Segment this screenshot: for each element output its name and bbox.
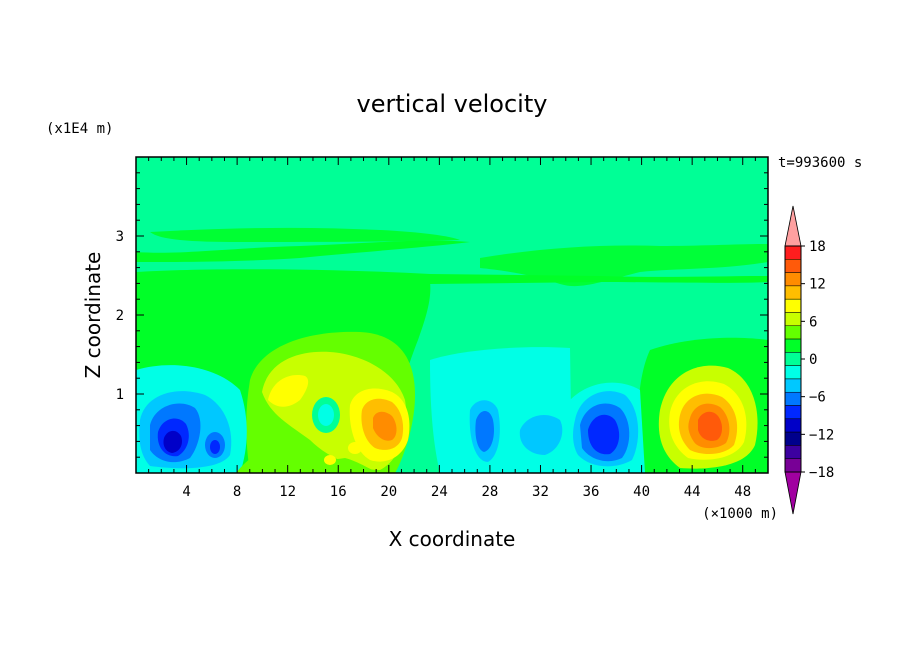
x-tick-label: 40 [633,484,650,500]
colorbar-segment [784,378,802,393]
ground-band [236,450,380,473]
mid-light-blue-2 [519,415,563,455]
colorbar-segment [784,325,802,340]
colorbar-segment [784,285,802,300]
chart-title: vertical velocity [357,90,548,118]
colorbar-label: 12 [809,277,826,293]
colorbar-segment [784,298,802,313]
y-axis-label: Z coordinate [81,252,105,379]
ground-warm-spot [324,455,336,465]
cool-cell-mid-core [318,404,334,426]
ground-warm-spot-2 [348,442,362,454]
x-tick-label: 36 [583,484,600,500]
warm-core-3 [373,411,397,441]
colorbar-bottom-arrow [784,471,802,515]
colorbar-label: −6 [809,390,826,406]
x-tick-label: 20 [380,484,397,500]
x-axis-label: X coordinate [389,527,516,551]
x-axis: 4 8 12 16 20 24 28 32 36 40 44 48 [148,157,756,500]
colorbar-segment [784,431,802,446]
colorbar-label: 6 [809,314,817,330]
colorbar-label: 0 [809,352,817,368]
colorbar-segment [784,391,802,406]
colorbar-label: −18 [809,465,834,481]
velocity-field [136,157,768,473]
x-tick-label: 48 [734,484,751,500]
x-tick-label: 8 [233,484,241,500]
colorbar-label: 18 [809,239,826,255]
x-tick-label: 12 [279,484,296,500]
left-blue-small-core [210,440,220,454]
colorbar-segment [784,365,802,380]
band-upper-green [136,240,470,262]
colorbar-segment [784,445,802,459]
y-tick-label: 2 [116,308,124,324]
band-upper-green-2 [150,227,460,242]
mid-blue-core [475,411,494,452]
x-unit-label: (×1000 m) [702,506,778,522]
x-tick-label: 44 [684,484,701,500]
y-tick-label: 1 [116,387,124,403]
colorbar-segment [784,458,802,473]
left-darkest-blue [163,430,182,453]
colorbar-label: −12 [809,427,834,443]
y-axis: 1 2 3 [116,172,768,458]
colorbar-segment [784,245,802,260]
y-unit-label: (x1E4 m) [46,121,113,137]
mid-cyan-region [430,347,572,473]
x-tick-label: 24 [431,484,448,500]
right-cool-deep [588,414,620,455]
colorbar-segment [784,272,802,287]
time-label: t=993600 s [778,155,862,171]
y-tick-label: 3 [116,229,124,245]
right-warm-o3 [698,411,723,441]
colorbar-segment [784,405,802,420]
colorbar-segment [784,418,802,433]
colorbar: 18 12 6 0 −6 −12 −18 [784,205,834,515]
x-tick-label: 4 [182,484,190,500]
colorbar-segment [784,338,802,353]
colorbar-segment [784,352,802,366]
warm-left-y2 [268,375,309,407]
x-tick-label: 28 [481,484,498,500]
colorbar-segment [784,259,802,273]
x-tick-label: 16 [330,484,347,500]
colorbar-top-arrow [784,205,802,247]
colorbar-segment [784,312,802,327]
x-tick-label: 32 [532,484,549,500]
band-upper-green-3 [136,269,768,285]
